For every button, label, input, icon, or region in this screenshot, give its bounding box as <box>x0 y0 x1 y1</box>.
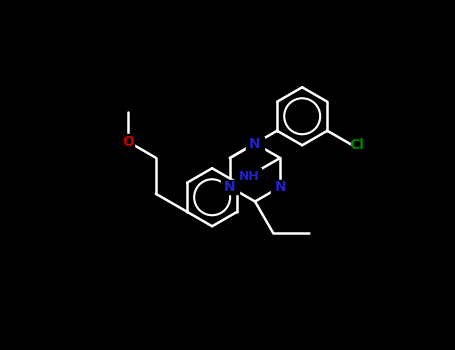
Text: Cl: Cl <box>350 138 364 152</box>
Bar <box>271 180 289 194</box>
Bar <box>237 168 262 184</box>
Text: NH: NH <box>238 169 259 182</box>
Bar <box>246 136 264 150</box>
Bar <box>121 134 134 149</box>
Text: N: N <box>274 180 286 194</box>
Text: N: N <box>249 136 261 150</box>
Text: O: O <box>122 134 134 148</box>
Bar <box>221 180 239 194</box>
Text: N: N <box>224 180 236 194</box>
